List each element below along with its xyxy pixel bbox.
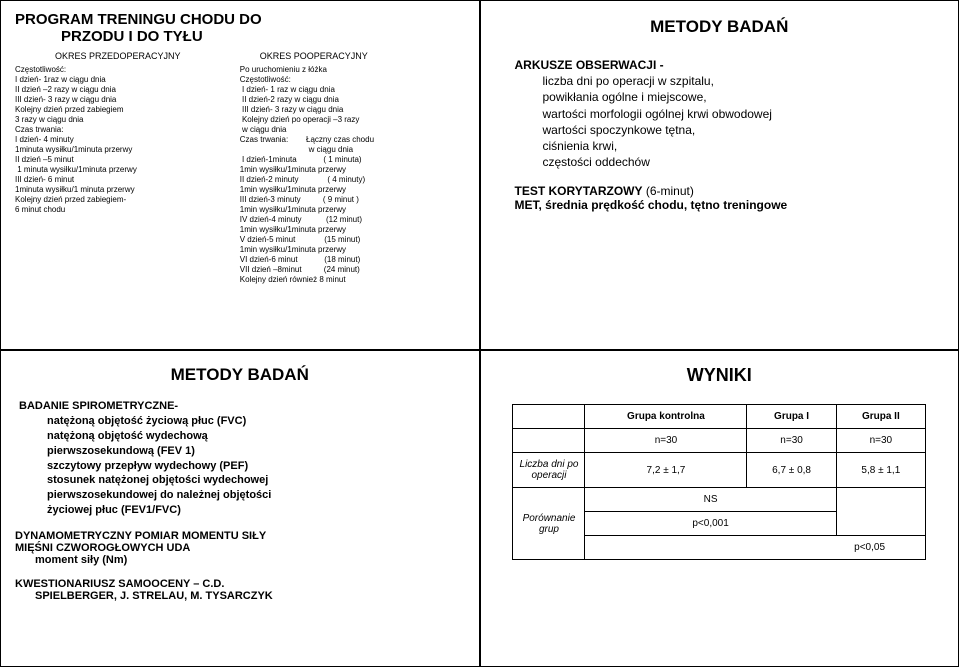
td-n-grupa2: n=30 [836,429,925,453]
table-n-row: n=30 n=30 n=30 [513,429,926,453]
corridor-test-suffix: (6-minut) [643,184,694,198]
spirometry-lines: natężoną objętość życiową płuc (FVC)natę… [19,414,465,518]
questionnaire-l2: SPIELBERGER, J. STRELAU, M. TYSARCZYK [15,590,465,602]
text-line: pierwszosekundową (FEV 1) [19,444,465,459]
text-line: 1min wysiłku/1minuta przerwy [240,185,465,195]
text-line: I dzień- 4 minuty [15,135,240,145]
text-line: wartości morfologii ogólnej krwi obwodow… [543,106,945,122]
text-line: V dzień-5 minut (15 minut) [240,235,465,245]
text-line: liczba dni po operacji w szpitalu, [543,73,945,89]
td-ns: NS [585,488,836,512]
met-line: MET, średnia prędkość chodu, tętno treni… [515,198,945,212]
td-blank-right [836,488,925,536]
text-line: I dzień- 1raz w ciągu dnia [15,75,240,85]
text-line: częstości oddechów [543,154,945,170]
methods-heading-2: METODY BADAŃ [15,365,465,385]
td-days-grupa1: 6,7 ± 0,8 [747,453,836,488]
text-line: III dzień-3 minuty ( 9 minut ) [240,195,465,205]
th-grupa-2: Grupa II [836,405,925,429]
td-p2: p<0,05 [585,536,926,560]
text-line: Kolejny dzień po operacji –3 razy [240,115,465,125]
th-grupa-1: Grupa I [747,405,836,429]
header-postop: OKRES POOPERACYJNY [240,51,465,61]
dynamometry-l3: moment siły (Nm) [15,554,465,566]
text-line: wartości spoczynkowe tętna, [543,122,945,138]
panel-methods-2: METODY BADAŃ BADANIE SPIROMETRYCZNE- nat… [0,350,480,667]
td-n-blank [513,429,585,453]
text-line: Czas trwania: [15,125,240,135]
th-blank [513,405,585,429]
text-line: IV dzień-4 minuty (12 minut) [240,215,465,225]
text-line: 3 razy w ciągu dnia [15,115,240,125]
program-title-line2: PRZODU I DO TYŁU [61,28,465,45]
th-grupa-kontrolna: Grupa kontrolna [585,405,747,429]
header-preop: OKRES PRZEDOPERACYJNY [15,51,240,61]
text-line: I dzień- 1 raz w ciągu dnia [240,85,465,95]
text-line: Kolejny dzień przed zabiegiem- [15,195,240,205]
panel-methods-1: METODY BADAŃ ARKUSZE OBSERWACJI - liczba… [480,0,959,350]
observation-lines: liczba dni po operacji w szpitalu,powikł… [515,73,945,170]
text-line: 1min wysiłku/1minuta przerwy [240,225,465,235]
text-line: II dzień –5 minut [15,155,240,165]
text-line: III dzień- 3 razy w ciągu dnia [240,105,465,115]
corridor-test-bold: TEST KORYTARZOWY [515,184,643,198]
td-days-grupa2: 5,8 ± 1,1 [836,453,925,488]
spirometry-lead: BADANIE SPIROMETRYCZNE- [19,399,465,414]
td-days-label: Liczba dni po operacji [513,453,585,488]
text-line: VII dzień –8minut (24 minut) [240,265,465,275]
dynamometry-lead: DYNAMOMETRYCZNY POMIAR MOMENTU SIŁY [15,530,465,542]
panel-training-program: PROGRAM TRENINGU CHODU DO PRZODU I DO TY… [0,0,480,350]
text-line: III dzień- 6 minut [15,175,240,185]
text-line: 1minuta wysiłku/1 minuta przerwy [15,185,240,195]
text-line: natężoną objętość wydechową [19,429,465,444]
text-line: VI dzień-6 minut (18 minut) [240,255,465,265]
results-heading: WYNIKI [495,365,945,386]
text-line: 1 minuta wysiłku/1minuta przerwy [15,165,240,175]
text-line: Częstotliwość: [240,75,465,85]
text-line: w ciągu dnia [240,145,465,155]
text-line: II dzień –2 razy w ciągu dnia [15,85,240,95]
corridor-test-line: TEST KORYTARZOWY (6-minut) [515,184,945,198]
text-line: Czas trwania: Łączny czas chodu [240,135,465,145]
methods-heading: METODY BADAŃ [495,17,945,37]
table-header-row: Grupa kontrolna Grupa I Grupa II [513,405,926,429]
text-line: 1min wysiłku/1minuta przerwy [240,165,465,175]
text-line: 6 minut chodu [15,205,240,215]
text-line: w ciągu dnia [240,125,465,135]
text-line: 1min wysiłku/1minuta przerwy [240,205,465,215]
text-line: Częstotliwość: [15,65,240,75]
text-line: życiowej płuc (FEV1/FVC) [19,503,465,518]
program-title-line1: PROGRAM TRENINGU CHODU DO [15,11,465,28]
td-p1: p<0,001 [585,512,836,536]
text-line: 1minuta wysiłku/1minuta przerwy [15,145,240,155]
text-line: natężoną objętość życiową płuc (FVC) [19,414,465,429]
text-line: II dzień-2 razy w ciągu dnia [240,95,465,105]
text-line: powikłania ogólne i miejscowe, [543,89,945,105]
text-line: Kolejny dzień również 8 minut [240,275,465,285]
text-line: Kolejny dzień przed zabiegiem [15,105,240,115]
text-line: pierwszosekundowej do należnej objętości [19,488,465,503]
text-line: 1min wysiłku/1minuta przerwy [240,245,465,255]
panel-results: WYNIKI Grupa kontrolna Grupa I Grupa II … [480,350,959,667]
questionnaire-lead: KWESTIONARIUSZ SAMOOCENY – C.D. [15,578,465,590]
text-line: II dzień-2 minuty ( 4 minuty) [240,175,465,185]
text-line: I dzień-1minuta ( 1 minuta) [240,155,465,165]
preop-column: Częstotliwość:I dzień- 1raz w ciągu dnia… [15,65,240,285]
td-days-kontrolna: 7,2 ± 1,7 [585,453,747,488]
observation-sheets-lead: ARKUSZE OBSERWACJI - [515,57,945,73]
text-line: szczytowy przepływ wydechowy (PEF) [19,459,465,474]
postop-column: Po uruchomieniu z łóżkaCzęstotliwość: I … [240,65,465,285]
table-cmp-row-1: Porównanie grup NS [513,488,926,512]
text-line: Po uruchomieniu z łóżka [240,65,465,75]
dynamometry-l2: MIĘŚNI CZWOROGŁOWYCH UDA [15,542,465,554]
td-cmp-label: Porównanie grup [513,488,585,560]
text-line: stosunek natężonej objętości wydechowej [19,473,465,488]
table-days-row: Liczba dni po operacji 7,2 ± 1,7 6,7 ± 0… [513,453,926,488]
text-line: ciśnienia krwi, [543,138,945,154]
td-n-grupa1: n=30 [747,429,836,453]
td-n-kontrolna: n=30 [585,429,747,453]
text-line: III dzień- 3 razy w ciągu dnia [15,95,240,105]
results-table: Grupa kontrolna Grupa I Grupa II n=30 n=… [512,404,926,560]
